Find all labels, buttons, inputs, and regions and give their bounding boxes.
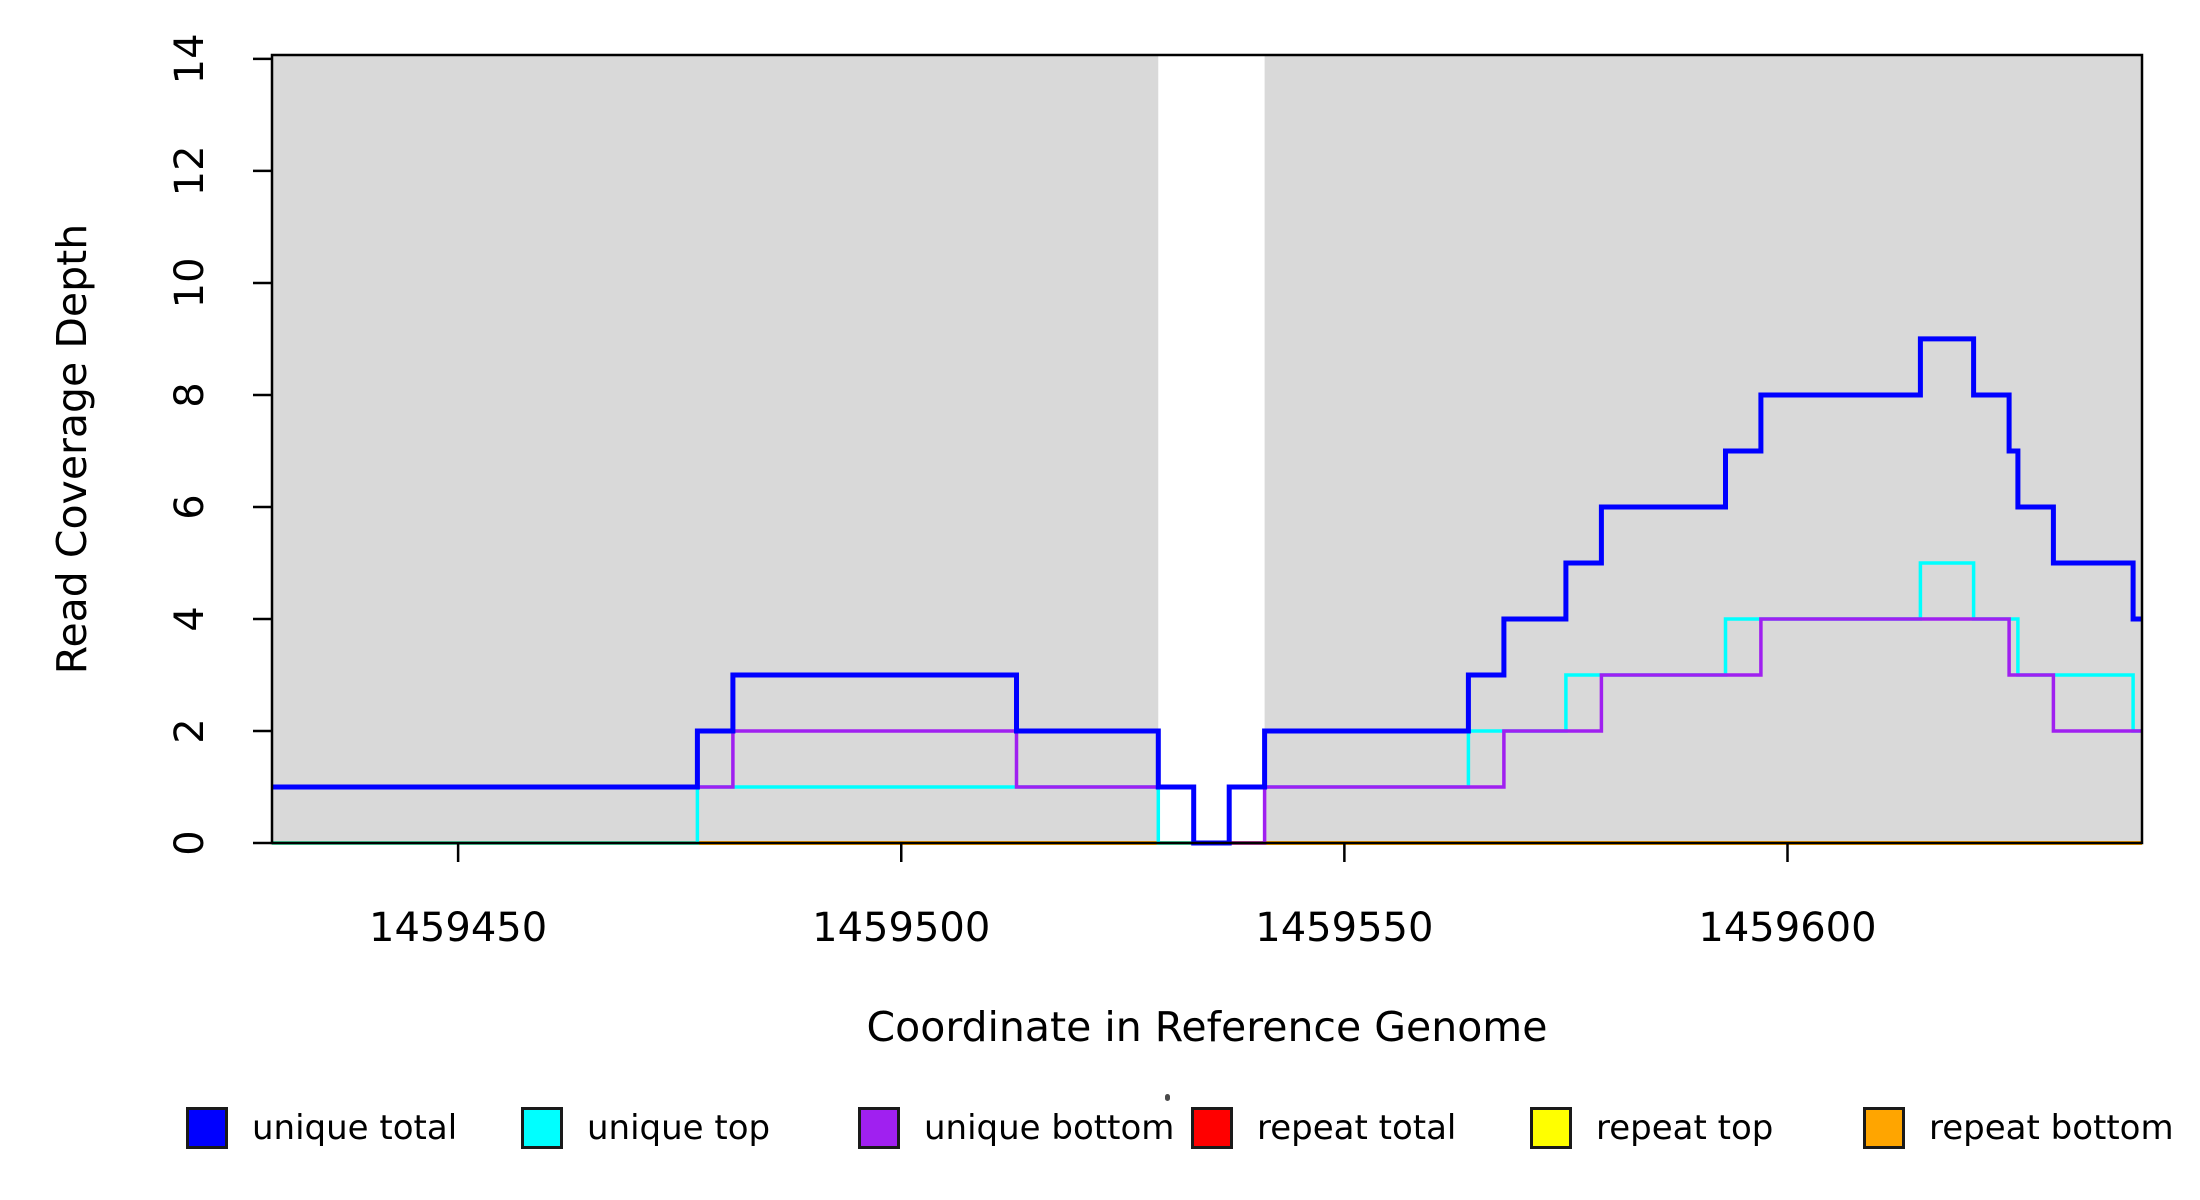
legend-label: repeat top (1596, 1108, 1774, 1148)
stray-mark (1165, 1094, 1170, 1101)
x-tick-label: 1459500 (812, 905, 990, 951)
y-tick-label: 12 (167, 145, 213, 196)
legend-label: unique top (587, 1108, 771, 1148)
annotation-region-2 (1264, 55, 2142, 843)
y-axis-title: Read Coverage Depth (48, 223, 96, 675)
x-axis-title: Coordinate in Reference Genome (866, 1003, 1548, 1051)
legend-item-unique-top: unique top (521, 1107, 770, 1149)
plot-border (270, 53, 2144, 845)
legend-item-repeat-total: repeat total (1191, 1107, 1456, 1149)
y-tick-label: 6 (167, 494, 213, 519)
legend-label: repeat total (1257, 1108, 1457, 1148)
legend-label: repeat bottom (1929, 1108, 2174, 1148)
x-tick-label: 1459600 (1698, 905, 1876, 951)
y-tick-label: 8 (167, 382, 213, 407)
series-unique-bottom (272, 617, 2142, 845)
series-unique-total (272, 336, 2142, 846)
repeat-top-swatch (1530, 1107, 1572, 1149)
x-tick-label: 1459550 (1255, 905, 1433, 951)
legend-item-unique-bottom: unique bottom (858, 1107, 1174, 1149)
unique-top-swatch (521, 1107, 563, 1149)
y-tick-label: 4 (167, 606, 213, 631)
unique-bottom-swatch (858, 1107, 900, 1149)
repeat-total-swatch (1191, 1107, 1233, 1149)
x-tick-label: 1459450 (369, 905, 547, 951)
legend-item-repeat-bottom: repeat bottom (1863, 1107, 2174, 1149)
y-tick-label: 0 (167, 830, 213, 855)
repeat-bottom-swatch (1863, 1107, 1905, 1149)
y-tick-label: 2 (167, 718, 213, 743)
legend-label: unique bottom (924, 1108, 1175, 1148)
legend-item-repeat-top: repeat top (1530, 1107, 1773, 1149)
y-tick-label: 14 (167, 33, 213, 84)
unique-total-swatch (186, 1107, 228, 1149)
y-tick-label: 10 (167, 257, 213, 308)
legend-label: unique total (252, 1108, 458, 1148)
legend-item-unique-total: unique total (186, 1107, 457, 1149)
annotation-region-1 (272, 55, 1159, 843)
